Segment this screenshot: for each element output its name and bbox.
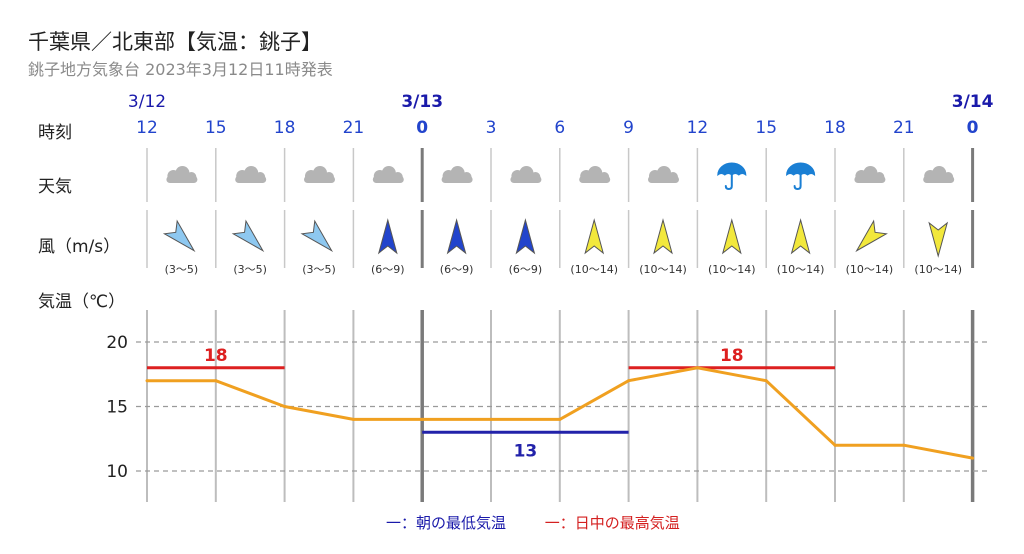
cloud-base — [235, 176, 267, 183]
wind-speed-label: (10〜14) — [914, 263, 962, 276]
wind-arrow-icon — [446, 218, 467, 255]
umbrella-icon — [717, 162, 747, 191]
temperature-point — [420, 417, 424, 421]
y-tick-label: 20 — [106, 333, 128, 353]
wind-arrow-icon — [515, 218, 536, 255]
cloudy-icon — [854, 166, 886, 183]
hour-label: 18 — [274, 118, 296, 138]
max-temp-label: 18 — [720, 346, 744, 366]
umbrella-handle — [724, 174, 733, 191]
temperature-point — [489, 417, 493, 421]
y-tick-label: 10 — [106, 462, 128, 482]
hour-label: 3 — [486, 118, 497, 138]
umbrella-canopy — [786, 162, 816, 177]
cloudy-icon — [441, 166, 473, 183]
wind-speed-label: (6〜9) — [509, 263, 543, 276]
cloudy-icon — [372, 166, 404, 183]
temperature-point — [214, 379, 218, 383]
cloudy-icon — [166, 166, 198, 183]
date-label: 3/13 — [401, 92, 443, 112]
wind-speed-label: (10〜14) — [777, 263, 825, 276]
hour-label: 6 — [554, 118, 565, 138]
umbrella-canopy — [717, 162, 747, 177]
temperature-point — [971, 456, 975, 460]
min-temp-label: 13 — [514, 441, 538, 461]
hour-label: 18 — [824, 118, 846, 138]
wind-arrow-icon — [377, 218, 398, 255]
hour-label: 21 — [893, 118, 915, 138]
wind-speed-label: (10〜14) — [639, 263, 687, 276]
y-tick-label: 15 — [106, 398, 128, 418]
time-row-label: 時刻 — [38, 123, 72, 143]
wind-arrow-icon — [653, 218, 673, 255]
temperature-point — [558, 417, 562, 421]
cloudy-icon — [235, 166, 267, 183]
wind-speed-label: (3〜5) — [302, 263, 336, 276]
hour-label: 15 — [755, 118, 777, 138]
wind-speed-label: (3〜5) — [165, 263, 199, 276]
cloudy-icon — [923, 166, 955, 183]
hour-label: 9 — [623, 118, 634, 138]
temperature-point — [145, 379, 149, 383]
hour-label: 12 — [136, 118, 158, 138]
wind-arrow-icon — [928, 221, 949, 258]
hour-label: 0 — [416, 118, 428, 138]
hour-label: 0 — [967, 118, 979, 138]
cloud-base — [854, 176, 886, 183]
temperature-point — [833, 443, 837, 447]
wind-speed-label: (6〜9) — [371, 263, 405, 276]
cloud-base — [372, 176, 404, 183]
hour-label: 21 — [343, 118, 365, 138]
cloud-base — [923, 176, 955, 183]
page-subtitle: 銚子地方気象台 2023年3月12日11時発表 — [28, 60, 333, 79]
cloud-base — [166, 176, 198, 183]
wind-arrow-icon — [300, 219, 334, 253]
wind-arrow-icon — [855, 219, 888, 253]
chart-legend: 一：朝の最低気温 一：日中の最高気温 — [386, 512, 680, 533]
wind-arrow-icon — [721, 218, 742, 255]
wind-speed-label: (10〜14) — [846, 263, 894, 276]
hour-label: 15 — [205, 118, 227, 138]
wind-speed-label: (6〜9) — [440, 263, 474, 276]
wind-speed-label: (3〜5) — [233, 263, 267, 276]
date-label: 3/12 — [128, 92, 166, 112]
cloudy-icon — [510, 166, 542, 183]
hour-label: 12 — [687, 118, 709, 138]
wind-arrow-icon — [231, 219, 265, 253]
temperature-point — [695, 366, 699, 370]
wind-row-label: 風（m/s） — [38, 237, 121, 257]
date-label: 3/14 — [952, 92, 994, 112]
umbrella-handle — [793, 174, 802, 191]
weather-row-label: 天気 — [38, 177, 72, 197]
cloud-base — [441, 176, 473, 183]
cloud-base — [304, 176, 335, 183]
wind-speed-label: (10〜14) — [708, 263, 756, 276]
temperature-point — [627, 379, 631, 383]
cloud-base — [579, 176, 611, 183]
cloudy-icon — [304, 166, 335, 183]
cloud-base — [510, 176, 542, 183]
temp-row-label: 気温（℃） — [38, 292, 126, 312]
wind-speed-label: (10〜14) — [570, 263, 618, 276]
max-temp-label: 18 — [204, 346, 228, 366]
temperature-point — [902, 443, 906, 447]
temperature-point — [764, 379, 768, 383]
legend-max-temp: 一：日中の最高気温 — [544, 514, 680, 532]
temperature-point — [351, 417, 355, 421]
cloudy-icon — [648, 166, 679, 183]
wind-arrow-icon — [790, 218, 811, 255]
temperature-point — [283, 405, 287, 408]
wind-arrow-icon — [584, 218, 605, 255]
page-title: 千葉県／北東部【気温：銚子】 — [28, 30, 322, 54]
cloud-base — [648, 176, 679, 183]
umbrella-icon — [786, 162, 816, 191]
cloudy-icon — [579, 166, 611, 183]
wind-arrow-icon — [162, 219, 196, 253]
legend-min-temp: 一：朝の最低気温 — [386, 514, 507, 532]
